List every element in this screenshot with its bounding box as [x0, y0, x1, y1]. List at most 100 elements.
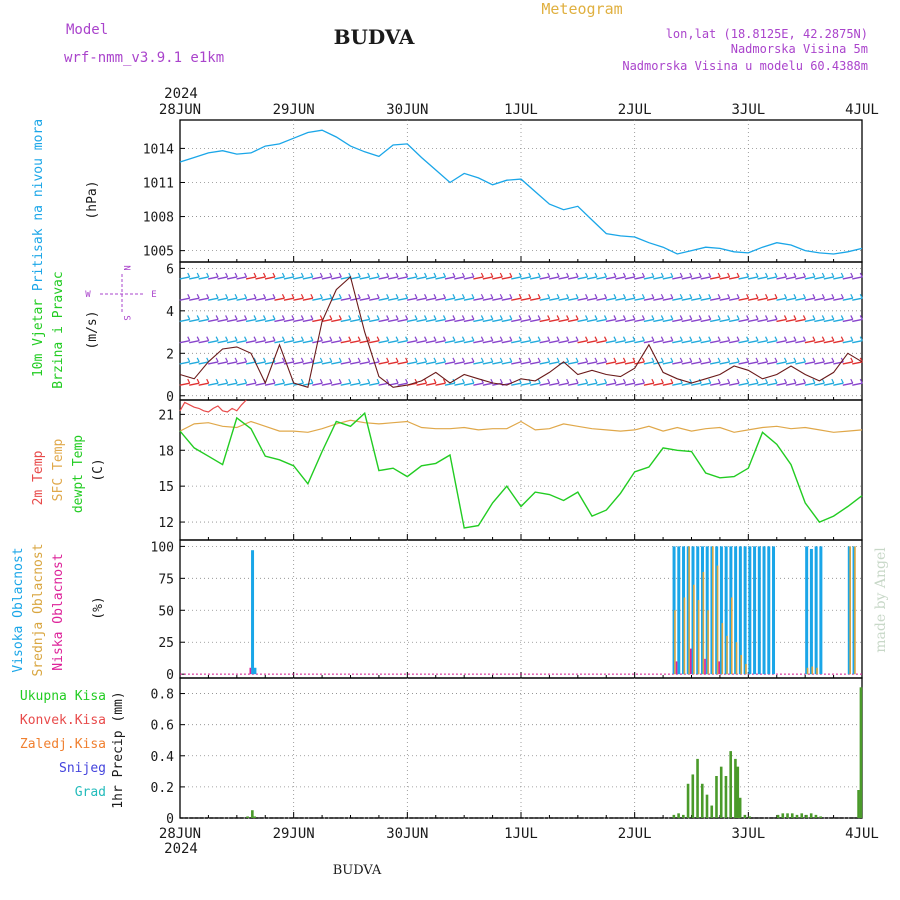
wind-barb: [473, 339, 484, 344]
wind-barb: [350, 339, 361, 344]
wind-barb-tick: [812, 293, 816, 299]
wind-barb-tick: [300, 272, 304, 278]
wind-barb: [511, 318, 522, 323]
wind-barb-tick: [215, 357, 219, 363]
wind-barb-tick: [651, 293, 655, 299]
wind-barb-tick: [452, 336, 456, 341]
wind-barb-tick: [793, 315, 797, 320]
wind-barb: [492, 318, 503, 323]
wind-barb: [833, 339, 844, 344]
wind-barb: [672, 382, 683, 386]
wind-barb: [776, 276, 787, 280]
cloud-ytick-label: 25: [158, 636, 174, 651]
temperature-ytick-label: 21: [158, 408, 174, 423]
precip-total-bar: [776, 814, 780, 818]
wind-barb-tick: [660, 336, 664, 341]
precip-total-bar: [859, 687, 863, 818]
wind-barb-tick: [215, 293, 219, 299]
cloud-high-bar: [814, 546, 818, 675]
wind-barb-tick: [357, 357, 361, 363]
wind-barb-tick: [632, 336, 636, 341]
wind-barb-tick: [234, 357, 238, 363]
wind-barb: [397, 361, 408, 365]
wind-barb-tick: [452, 315, 456, 320]
wind-barb: [681, 339, 692, 344]
wind-barb: [473, 382, 484, 386]
wind-barb: [245, 276, 257, 280]
wind-barb: [321, 339, 332, 344]
wind-barb: [785, 318, 797, 323]
wind-barb: [312, 361, 323, 365]
wind-barb-tick: [442, 315, 447, 320]
wind-barb-tick: [433, 293, 437, 299]
wind-barb-tick: [821, 315, 825, 320]
wind-barb-tick: [651, 315, 655, 320]
wind-barb-tick: [736, 315, 740, 320]
wind-barb-tick: [566, 378, 570, 384]
wind-barb-tick: [471, 315, 475, 320]
wind-barb: [293, 318, 304, 323]
wind-barb: [738, 318, 749, 323]
wind-barb-tick: [272, 293, 276, 299]
wind-barb-tick: [585, 378, 589, 384]
wind-barb-tick: [603, 378, 608, 384]
wind-barb: [444, 276, 456, 280]
wind-barb: [293, 276, 304, 280]
wind-barb-tick: [717, 357, 721, 363]
wind-barb: [482, 361, 493, 365]
wind-barb-tick: [376, 272, 380, 278]
wind-barb: [728, 339, 740, 344]
wind-barb-tick: [765, 272, 769, 278]
wind-barb: [804, 276, 816, 280]
wind-barb: [482, 297, 493, 301]
wind-barb: [814, 382, 825, 386]
wind-barb: [454, 382, 465, 386]
wind-barb: [710, 297, 721, 301]
wind-barb-tick: [253, 272, 257, 278]
wind-barb: [539, 339, 550, 344]
wind-barb-tick: [367, 357, 371, 363]
wind-barb: [804, 318, 816, 323]
pressure-line: [179, 129, 863, 255]
wind-barb: [255, 361, 266, 365]
wind-barb-tick: [196, 336, 200, 341]
wind-barb: [463, 339, 475, 344]
wind-barb-tick: [518, 293, 522, 299]
wind-barb: [766, 382, 778, 386]
wind-barb: [852, 276, 863, 280]
wind-barb-tick: [196, 378, 200, 384]
wind-barb: [302, 382, 314, 386]
cloud-high-bar: [715, 546, 719, 675]
wind-barb: [567, 361, 579, 365]
wind-barb: [539, 382, 550, 386]
wind-barb-tick: [603, 293, 608, 299]
wind-barb: [804, 339, 816, 344]
wind-barb-tick: [708, 357, 712, 363]
cloud-mid-bar: [688, 546, 690, 675]
wind-barb: [406, 276, 418, 280]
wind-barb-tick: [338, 336, 342, 341]
wind-barb-tick: [755, 357, 759, 363]
wind-barb: [549, 339, 560, 344]
wind-barb-tick: [840, 336, 844, 341]
wind-barb: [473, 361, 484, 365]
wind-barb-tick: [670, 357, 674, 363]
wind-barb-tick: [783, 357, 788, 363]
wind-barb: [236, 318, 247, 323]
time-label-top: 29JUN: [273, 102, 315, 118]
wind-barb-tick: [537, 378, 541, 384]
wind-barb: [245, 318, 257, 323]
wind-barb: [312, 382, 323, 386]
wind-barb: [255, 339, 266, 344]
wind-barb-tick: [338, 272, 342, 278]
wind-barb-tick: [518, 272, 522, 278]
wind-speed-line: [179, 275, 863, 388]
pressure-side-label: Pritisak na nivou mora: [31, 119, 46, 291]
wind-barb: [283, 318, 295, 323]
wind-barb: [340, 382, 351, 386]
cloud-high-bar: [251, 550, 255, 675]
wind-barb-tick: [300, 293, 304, 299]
wind-barb-tick: [386, 336, 390, 341]
wind-barb: [463, 297, 475, 301]
wind-barb-tick: [859, 315, 863, 320]
